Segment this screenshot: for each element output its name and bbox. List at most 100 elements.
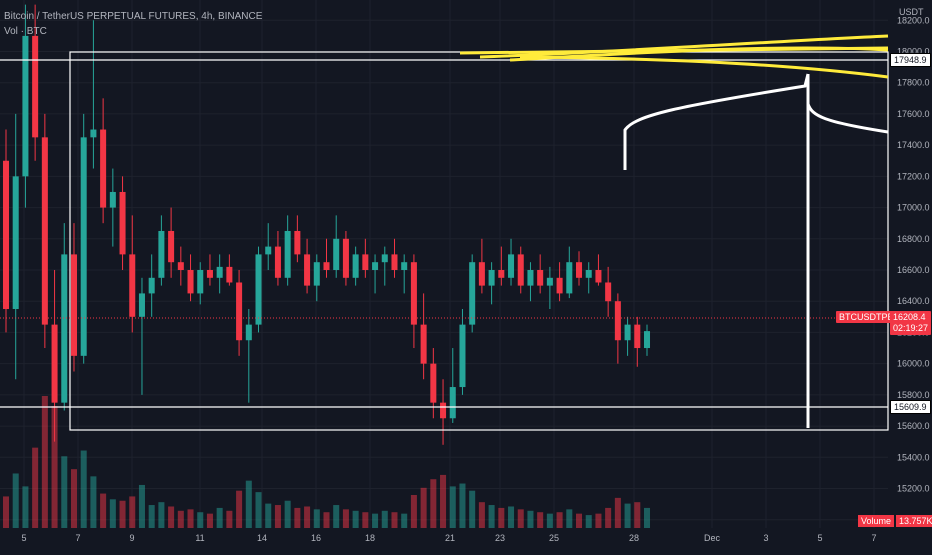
countdown-value: 02:19:27 — [893, 323, 929, 333]
candle-body — [197, 270, 204, 294]
candle-body — [61, 254, 68, 403]
candle-body — [206, 270, 213, 278]
currency-label: USDT — [899, 7, 924, 17]
y-tick-label: 16800.0 — [897, 234, 930, 244]
volume-bar — [168, 506, 175, 528]
candle-body — [226, 266, 233, 283]
volume-bar — [517, 509, 524, 528]
volume-bar — [138, 484, 145, 528]
volume-bar — [80, 450, 87, 528]
volume-bar — [352, 510, 359, 528]
yellow-ray-2[interactable] — [479, 34, 889, 59]
volume-bar — [236, 490, 243, 528]
last-price-value: 16208.4 — [893, 312, 926, 322]
x-tick-label: 16 — [311, 533, 321, 543]
candle-body — [498, 270, 505, 278]
candle-body — [362, 254, 369, 270]
volume-bar — [595, 513, 602, 528]
volume-indicator-title[interactable]: Vol · BTC — [4, 26, 47, 37]
candle-body — [614, 301, 621, 341]
candle-body — [449, 387, 456, 419]
volume-bar — [119, 500, 126, 528]
volume-bar — [362, 512, 369, 528]
y-tick-label: 17400.0 — [897, 140, 930, 150]
volume-tag: Volume 13.757K — [858, 515, 932, 527]
candle-body — [410, 262, 417, 325]
volume-bar — [294, 507, 301, 528]
candle-body — [556, 277, 563, 294]
volume-bar — [61, 456, 68, 528]
x-tick-label: 23 — [495, 533, 505, 543]
volume-bar — [197, 512, 204, 528]
x-tick-label: 7 — [871, 533, 876, 543]
volume-bar — [323, 512, 330, 528]
candle-body — [265, 246, 272, 255]
range-rectangle[interactable] — [69, 51, 889, 431]
chart-legend: Bitcoin / TetherUS PERPETUAL FUTURES, 4h… — [4, 9, 262, 39]
x-tick-label: 25 — [549, 533, 559, 543]
volume-bar — [430, 479, 437, 528]
volume-bars — [2, 396, 651, 528]
candle-body — [546, 277, 553, 286]
upper-level-tag: 17948.9 — [890, 53, 931, 67]
candle-body — [51, 324, 58, 403]
y-tick-label: 16000.0 — [897, 359, 930, 369]
y-tick-label: 15400.0 — [897, 452, 930, 462]
volume-bar — [216, 507, 223, 528]
candle-body — [2, 160, 10, 310]
candle-body — [401, 262, 408, 270]
candle-body — [372, 262, 379, 270]
candle-body — [517, 254, 524, 286]
yellow-ray-4[interactable] — [519, 55, 889, 79]
candle-body — [168, 230, 175, 263]
candle-body — [624, 324, 631, 341]
volume-bar — [624, 503, 631, 528]
volume-bar — [226, 510, 233, 528]
candle-body — [333, 238, 340, 270]
candle-body — [595, 270, 602, 283]
candlesticks — [2, 4, 651, 445]
volume-bar — [12, 473, 19, 528]
volume-bar — [440, 474, 447, 528]
candle-body — [440, 402, 447, 419]
volume-bar — [51, 406, 58, 528]
candle-body — [537, 270, 544, 286]
volume-bar — [576, 513, 583, 528]
symbol-title[interactable]: Bitcoin / TetherUS PERPETUAL FUTURES, 4h… — [4, 11, 263, 22]
candle-body — [32, 35, 39, 138]
candle-body — [352, 254, 359, 278]
volume-bar — [109, 499, 116, 528]
candle-body — [634, 324, 641, 349]
candle-body — [643, 331, 651, 349]
y-tick-label: 17800.0 — [897, 78, 930, 88]
candle-body — [274, 246, 281, 278]
volume-bar — [70, 469, 77, 528]
candle-body — [236, 282, 243, 341]
volume-bar — [401, 513, 408, 528]
white-curve-right[interactable] — [806, 103, 889, 134]
volume-bar — [177, 510, 184, 528]
x-tick-label: 14 — [257, 533, 267, 543]
candle-body — [420, 324, 427, 364]
candle-body — [22, 35, 29, 177]
candle-body — [245, 324, 252, 341]
y-tick-label: 16600.0 — [897, 265, 930, 275]
candle-body — [605, 282, 612, 302]
volume-bar — [32, 447, 39, 528]
volume-bar — [313, 509, 320, 528]
volume-bar — [372, 513, 379, 528]
y-tick-label: 18200.0 — [897, 15, 930, 25]
volume-bar — [566, 509, 573, 528]
axes: 18200.0 18000.0 17800.0 17600.0 17400.0 17200… — [21, 15, 929, 543]
candle-body — [80, 137, 87, 356]
candle-body — [459, 324, 466, 388]
x-tick-label: 5 — [817, 533, 822, 543]
volume-bar — [265, 503, 272, 528]
white-curve-left[interactable] — [623, 73, 810, 170]
candle-body — [12, 176, 19, 310]
lower-level-tag: 15609.9 — [890, 400, 931, 414]
volume-value: 13.757K — [896, 515, 932, 527]
y-tick-label: 15600.0 — [897, 421, 930, 431]
